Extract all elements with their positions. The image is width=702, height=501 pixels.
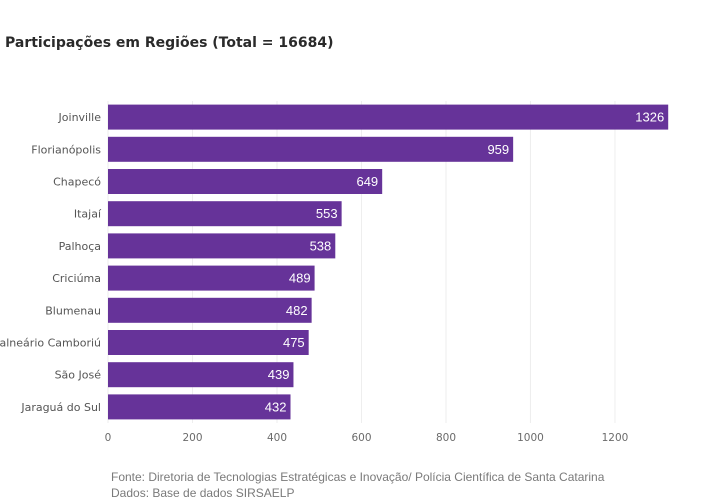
x-tick-label: 400 (267, 432, 287, 444)
category-label: Palhoça (59, 240, 101, 253)
category-label: Chapecó (53, 176, 101, 189)
x-tick-label: 1000 (517, 432, 544, 444)
x-tick-label: 600 (351, 432, 371, 444)
x-tick-label: 200 (182, 432, 202, 444)
bar (108, 169, 382, 194)
category-label: Criciúma (52, 272, 101, 285)
category-label: Itajaí (74, 208, 102, 221)
bar-value-label: 649 (356, 174, 378, 189)
category-label: São José (55, 369, 102, 382)
x-axis-ticks: 0 200 400 600 800 1000 1200 (105, 432, 629, 444)
category-label: Florianópolis (31, 143, 101, 156)
bar (108, 362, 293, 387)
bar-value-label: 1326 (635, 110, 664, 125)
x-tick-label: 800 (436, 432, 456, 444)
bar-value-label: 538 (310, 238, 332, 253)
bar-value-label: 489 (289, 271, 311, 286)
bar-value-label: 553 (316, 206, 338, 221)
x-tick-label: 0 (105, 432, 112, 444)
source-line-2: Dados: Base de dados SIRSAELP (111, 486, 604, 501)
bar (108, 105, 668, 130)
category-label: Balneário Camboriú (0, 337, 101, 350)
bar (108, 266, 315, 291)
bar (108, 233, 335, 258)
bar-value-label: 432 (265, 399, 287, 414)
bar (108, 394, 291, 419)
x-tick-label: 1200 (602, 432, 629, 444)
bar-value-label: 475 (283, 335, 305, 350)
bar-value-label: 959 (487, 142, 509, 157)
source-note: Fonte: Diretoria de Tecnologias Estratég… (111, 470, 604, 501)
bar (108, 201, 342, 226)
source-line-1: Fonte: Diretoria de Tecnologias Estratég… (111, 470, 604, 486)
bar (108, 330, 309, 355)
category-label: Joinville (58, 111, 102, 124)
bar (108, 137, 513, 162)
category-labels: Joinville Florianópolis Chapecó Itajaí Palho… (0, 111, 102, 414)
bar-value-label: 439 (268, 367, 290, 382)
category-label: Jaraguá do Sul (20, 401, 101, 414)
bar (108, 298, 312, 323)
bar-value-label: 482 (286, 303, 308, 318)
category-label: Blumenau (45, 304, 101, 317)
